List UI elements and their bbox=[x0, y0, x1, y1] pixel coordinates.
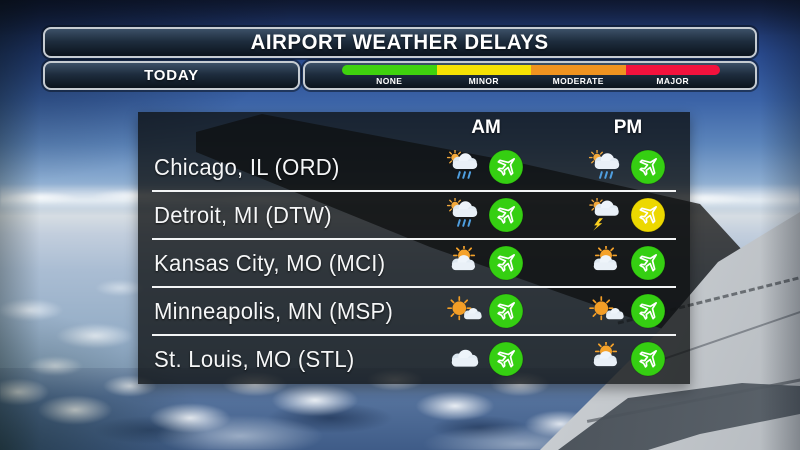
airport-row: Minneapolis, MN (MSP) bbox=[138, 288, 690, 334]
legend-label-moderate: MODERATE bbox=[552, 76, 604, 86]
airport-row: Chicago, IL (ORD) bbox=[138, 144, 690, 190]
legend-label-none: NONE bbox=[376, 76, 403, 86]
am-delay-none-plane-icon bbox=[484, 197, 528, 233]
delays-panel: AM PM Chicago, IL (ORD) Detroit, MI (DTW… bbox=[138, 112, 690, 384]
row-divider bbox=[152, 286, 676, 288]
pm-column-header: PM bbox=[613, 117, 643, 138]
airport-row: Detroit, MI (DTW) bbox=[138, 192, 690, 238]
pm-weather-partly-sunny-icon bbox=[586, 246, 626, 280]
pm-weather-thunderstorms-icon bbox=[586, 198, 626, 232]
today-badge: TODAY bbox=[43, 61, 300, 90]
page-title: AIRPORT WEATHER DELAYS bbox=[250, 30, 550, 54]
legend-label-minor: MINOR bbox=[468, 76, 499, 86]
airport-name: Kansas City, MO (MCI) bbox=[154, 249, 386, 276]
pm-weather-partly-sunny-icon bbox=[586, 342, 626, 376]
airport-name: Detroit, MI (DTW) bbox=[154, 201, 332, 228]
airport-name: Chicago, IL (ORD) bbox=[154, 153, 340, 180]
am-delay-none-plane-icon bbox=[484, 149, 528, 185]
pm-weather-mostly-sunny-icon bbox=[586, 294, 626, 328]
am-delay-none-plane-icon bbox=[484, 245, 528, 281]
delay-scale-labels: NONE MINOR MODERATE MAJOR bbox=[342, 76, 720, 86]
legend-label-major: MAJOR bbox=[656, 76, 690, 86]
airport-row: Kansas City, MO (MCI) bbox=[138, 240, 690, 286]
delay-scale-bar bbox=[342, 65, 720, 75]
column-headers: AM PM bbox=[138, 112, 690, 144]
row-divider bbox=[152, 190, 676, 192]
row-divider bbox=[152, 238, 676, 240]
am-weather-partly-sunny-icon bbox=[444, 246, 484, 280]
legend-segment-none bbox=[342, 65, 437, 75]
delay-severity-legend: NONE MINOR MODERATE MAJOR bbox=[303, 61, 757, 90]
am-weather-sun-showers-icon bbox=[444, 150, 484, 184]
left-haze-clouds bbox=[0, 258, 160, 393]
pm-delay-minor-plane-icon bbox=[626, 197, 670, 233]
airport-rows: Chicago, IL (ORD) Detroit, MI (DTW) bbox=[138, 144, 690, 382]
am-delay-none-plane-icon bbox=[484, 293, 528, 329]
am-delay-none-plane-icon bbox=[484, 341, 528, 377]
today-label: TODAY bbox=[144, 67, 199, 84]
title-bar: AIRPORT WEATHER DELAYS bbox=[43, 27, 757, 58]
am-weather-cloudy-icon bbox=[444, 342, 484, 376]
airport-name: Minneapolis, MN (MSP) bbox=[154, 297, 394, 324]
pm-delay-none-plane-icon bbox=[626, 149, 670, 185]
am-column-header: AM bbox=[471, 117, 501, 138]
pm-delay-none-plane-icon bbox=[626, 245, 670, 281]
am-weather-sun-showers-icon bbox=[444, 198, 484, 232]
airport-row: St. Louis, MO (STL) bbox=[138, 336, 690, 382]
airport-name: St. Louis, MO (STL) bbox=[154, 345, 355, 372]
legend-segment-minor bbox=[436, 65, 531, 75]
legend-segment-moderate bbox=[531, 65, 626, 75]
pm-delay-none-plane-icon bbox=[626, 293, 670, 329]
am-weather-mostly-sunny-icon bbox=[444, 294, 484, 328]
row-divider bbox=[152, 334, 676, 336]
legend-segment-major bbox=[625, 65, 720, 75]
pm-delay-none-plane-icon bbox=[626, 341, 670, 377]
pm-weather-sun-showers-icon bbox=[586, 150, 626, 184]
